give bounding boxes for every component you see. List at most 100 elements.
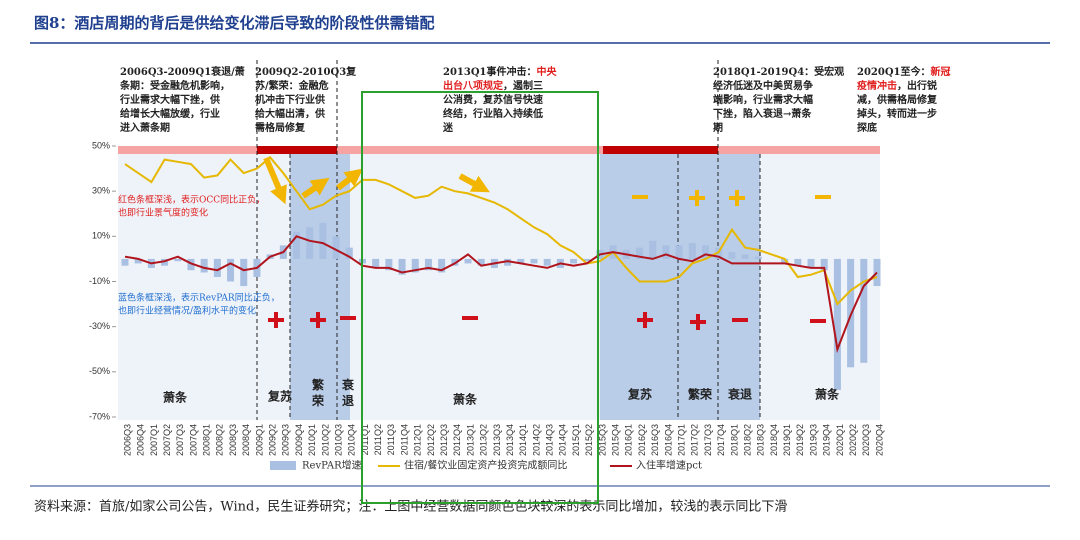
sign xyxy=(340,316,356,320)
annotation: 行业需求大幅下挫，供 xyxy=(119,93,220,106)
x-tick-label: 2012Q4 xyxy=(452,424,462,456)
bar xyxy=(398,258,406,275)
bar xyxy=(504,258,512,266)
annotation-part: 经济低迷及中美贸易争 xyxy=(713,79,813,92)
phase-label: 繁荣 xyxy=(311,377,325,408)
annotation: 下挫，陷入衰退→萧条 xyxy=(713,107,812,120)
annotation-part: 出台八项规定 xyxy=(443,79,503,92)
x-tick-label: 2014Q1 xyxy=(518,424,528,456)
annotation-part: 行业需求大幅下挫，供 xyxy=(119,93,220,106)
x-tick-label: 2009Q1 xyxy=(254,424,264,456)
x-tick-label: 2006Q4 xyxy=(136,424,146,456)
bar xyxy=(873,258,881,287)
annotation-part: 苏/繁荣：金融危 xyxy=(255,79,329,92)
bar xyxy=(319,222,327,259)
bar xyxy=(820,258,828,271)
x-tick-label: 2012Q2 xyxy=(426,424,436,456)
annotation: 进入萧条期 xyxy=(120,121,170,134)
x-tick-label: 2015Q4 xyxy=(611,424,621,456)
x-tick-label: 2013Q2 xyxy=(479,424,489,456)
x-tick-label: 2010Q4 xyxy=(347,424,357,456)
annotation-part: 期 xyxy=(713,121,723,134)
sign xyxy=(732,318,748,322)
x-tick-label: 2011Q2 xyxy=(373,424,383,455)
x-tick-label: 2017Q1 xyxy=(676,424,686,456)
source: 资料来源：首旅/如家公司公告，Wind，民生证券研究；注：上图中经营数据同颜色色… xyxy=(34,499,787,515)
sign xyxy=(274,312,278,328)
annotation: 减，供需格局修复 xyxy=(857,93,938,106)
x-tick-label: 2017Q2 xyxy=(690,424,700,456)
x-tick-label: 2012Q3 xyxy=(439,424,449,456)
bar xyxy=(570,258,578,264)
revpar-zone xyxy=(350,154,600,420)
annotation: 给大幅出清，供 xyxy=(255,107,325,120)
x-tick-label: 2019Q4 xyxy=(822,424,832,456)
arrow xyxy=(458,173,490,193)
annotation-part: ，遏制三 xyxy=(503,79,543,92)
bar xyxy=(860,258,868,363)
annotation: 掉头，转而进一步 xyxy=(857,107,937,120)
x-tick-label: 2011Q4 xyxy=(399,424,409,455)
x-tick-label: 2008Q3 xyxy=(228,424,238,456)
occ-strip xyxy=(718,146,880,154)
annotation: 疫情冲击，出行锐 xyxy=(857,79,937,92)
bar xyxy=(438,258,446,273)
annotation-part: ，出行锐 xyxy=(897,79,937,92)
x-tick-label: 2006Q3 xyxy=(122,424,132,456)
legend-label: 入住率增速pct xyxy=(636,459,702,472)
annotation-part: 给大幅出清，供 xyxy=(255,107,325,120)
sign xyxy=(632,195,648,199)
sign xyxy=(316,312,320,328)
annotation: 需格局修复 xyxy=(255,121,306,134)
sign xyxy=(696,314,700,330)
x-tick-label: 2018Q4 xyxy=(769,424,779,456)
legend-label: RevPAR增速 xyxy=(302,459,362,472)
annotation: 经济低迷及中美贸易争 xyxy=(713,79,813,92)
annotation-part: 掉头，转而进一步 xyxy=(857,107,937,120)
y-tick-label: -10% xyxy=(89,276,110,286)
bar xyxy=(754,256,762,259)
phase-label: 衰退 xyxy=(341,377,355,408)
bar xyxy=(161,258,169,266)
x-tick-label: 2016Q4 xyxy=(663,424,673,456)
bar xyxy=(543,258,551,266)
bar xyxy=(477,258,485,266)
bar xyxy=(240,258,248,287)
x-tick-label: 2016Q2 xyxy=(637,424,647,456)
bar xyxy=(385,258,393,271)
bar xyxy=(187,258,195,271)
x-tick-label: 2007Q4 xyxy=(188,424,198,456)
phase-label: 繁荣 xyxy=(688,387,713,402)
arrow xyxy=(263,156,287,205)
annotation: 2020Q1至今：新冠 xyxy=(857,65,951,78)
annotation-part: 疫情冲击 xyxy=(857,79,897,92)
annotation: 期 xyxy=(713,121,723,134)
bar xyxy=(345,247,353,259)
annotation: 条期：受金融危机影响， xyxy=(119,79,230,92)
x-tick-label: 2013Q1 xyxy=(465,424,475,456)
bar xyxy=(372,258,380,268)
annotation-part: 条期：受金融危机影响， xyxy=(119,79,230,92)
x-tick-label: 2009Q2 xyxy=(267,424,277,456)
annotation: 2006Q3-2009Q1衰退/萧 xyxy=(120,65,245,78)
phase-dividers xyxy=(256,60,761,420)
chart-title: 图8：酒店周期的背后是供给变化滞后导致的阶段性供需错配 xyxy=(34,14,434,32)
bar xyxy=(833,258,841,390)
bar xyxy=(174,258,182,262)
phase-label: 萧条 xyxy=(163,390,188,405)
annotation-part: 进入萧条期 xyxy=(120,121,170,134)
bar xyxy=(332,236,340,259)
sign xyxy=(643,312,647,328)
bar xyxy=(794,258,802,266)
annotation-part: 2020Q1至今： xyxy=(857,65,931,78)
annotation: 出台八项规定，遏制三 xyxy=(443,79,543,92)
x-tick-label: 2015Q1 xyxy=(571,424,581,456)
annotation-part: 2013Q1事件冲击： xyxy=(443,65,537,78)
x-tick-label: 2014Q3 xyxy=(545,424,555,456)
x-tick-label: 2008Q4 xyxy=(241,424,251,456)
annotation: 终结，行业陷入持续低 xyxy=(443,107,543,120)
x-tick-label: 2016Q3 xyxy=(650,424,660,456)
x-tick-label: 2008Q1 xyxy=(202,424,212,456)
bar xyxy=(411,258,419,273)
